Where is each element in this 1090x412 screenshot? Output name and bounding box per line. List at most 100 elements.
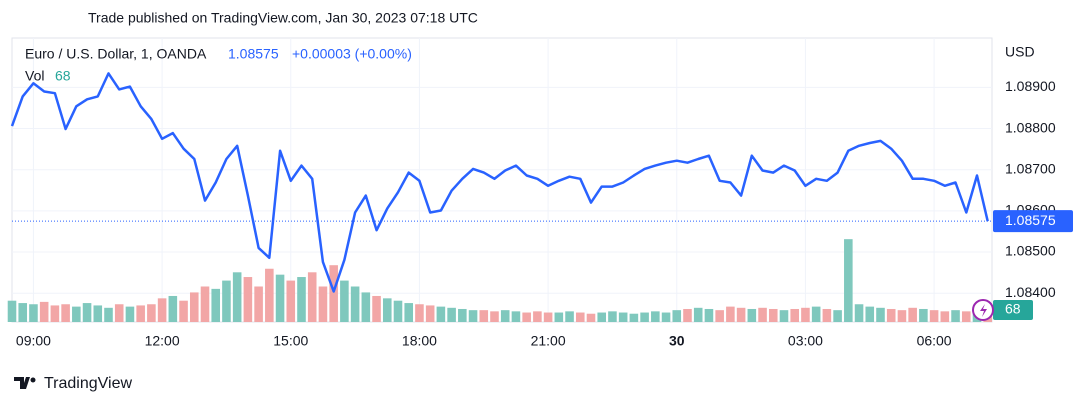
x-tick-label: 18:00 <box>402 333 437 349</box>
published: Trade published on TradingView.com, Jan … <box>88 10 478 26</box>
volume-bar <box>275 274 285 322</box>
y-tick-label: 1.08700 <box>1005 160 1056 176</box>
volume-bar <box>779 310 789 322</box>
volume-bar <box>554 312 564 322</box>
volume-bar <box>179 300 188 322</box>
volume-bar <box>211 288 221 322</box>
volume-bar <box>693 307 703 322</box>
vol-box <box>993 299 1033 320</box>
volume-bar <box>736 307 746 322</box>
volume-bar <box>822 308 832 322</box>
volume-bar <box>297 277 306 322</box>
volume-bar <box>458 308 467 322</box>
volume-bar <box>189 292 199 322</box>
volume-bar <box>72 306 81 322</box>
y-tick-label: 1.08400 <box>1005 284 1056 300</box>
volume-bar <box>651 311 660 322</box>
volume-bar <box>897 310 907 322</box>
volume-bar <box>865 306 875 322</box>
y-tick-label: 1.08900 <box>1005 78 1056 94</box>
volume-bar <box>747 308 757 322</box>
volume-bar <box>565 311 574 322</box>
currency: USD <box>1005 44 1035 60</box>
volume-bar <box>50 305 60 322</box>
vol-value: 68 <box>55 68 71 84</box>
volume-bar <box>661 312 671 322</box>
volume-bar <box>232 272 242 322</box>
change: +0.00003 (+0.00%) <box>292 46 412 62</box>
volume-bar <box>104 307 113 322</box>
last-price-label: 1.08575 <box>1005 212 1056 228</box>
volume-bar <box>447 307 456 322</box>
volume-bar <box>758 307 767 322</box>
volume-bar <box>200 286 210 322</box>
volume-bar <box>136 305 145 322</box>
volume-bar <box>254 286 263 322</box>
legend-price: 1.08575 <box>228 46 279 62</box>
volume-bar <box>640 312 649 322</box>
volume-bar <box>500 310 510 322</box>
x-tick-label: 12:00 <box>145 333 180 349</box>
volume-bar <box>168 295 178 322</box>
volume-bar <box>307 272 317 322</box>
volume-bar <box>618 312 628 322</box>
volume-bar <box>93 305 103 322</box>
volume-bar <box>265 268 274 322</box>
volume-bar <box>629 313 639 322</box>
volume-bar <box>350 286 360 322</box>
y-tick-label: 1.08500 <box>1005 243 1056 259</box>
volume-bar <box>157 298 167 322</box>
volume-bar <box>125 306 135 322</box>
volume-bar <box>597 312 607 322</box>
volume-bar <box>372 295 381 322</box>
volume-bar <box>511 311 521 322</box>
volume-bar <box>586 313 596 322</box>
volume-bar <box>672 310 682 322</box>
volume-bar <box>468 310 478 322</box>
volume-bar <box>726 306 735 322</box>
volume-bar <box>940 311 950 322</box>
volume-bar <box>404 303 414 322</box>
volume-bar <box>490 311 499 322</box>
volume-bar <box>114 304 124 322</box>
volume-bar <box>919 308 928 322</box>
event-bolt <box>980 303 987 317</box>
volume-bar <box>243 277 253 322</box>
x-tick-label: 21:00 <box>531 333 566 349</box>
volume-bar <box>522 312 531 322</box>
volume-bar <box>425 305 435 322</box>
x-tick-label: 03:00 <box>788 333 823 349</box>
volume-bar <box>286 280 296 322</box>
volume-bar <box>854 304 864 322</box>
volume-bar <box>811 306 821 322</box>
volume-bar <box>833 310 842 322</box>
volume-bar <box>329 265 338 322</box>
volume-bar <box>575 312 585 322</box>
volume-bar <box>844 239 853 322</box>
logo <box>14 377 36 389</box>
volume-bar <box>7 300 17 322</box>
volume-bar <box>340 280 349 322</box>
brand: TradingView <box>44 375 132 392</box>
volume-bar <box>222 280 231 322</box>
volume-bar <box>543 312 553 322</box>
y-tick-label: 1.08800 <box>1005 119 1056 135</box>
volume-bar <box>361 292 371 322</box>
volume-bar <box>382 298 392 322</box>
volume-bar <box>29 304 38 322</box>
x-tick-label: 15:00 <box>273 333 308 349</box>
volume-bar <box>436 306 446 322</box>
volume-bar <box>704 308 714 322</box>
volume-bar <box>415 304 424 322</box>
volume-bar <box>683 308 692 322</box>
x-tick-label: 06:00 <box>917 333 952 349</box>
symbol: Euro / U.S. Dollar, 1, OANDA <box>25 46 207 62</box>
volume-bar <box>715 310 724 322</box>
volume-bar <box>147 304 156 322</box>
volume-bar <box>61 304 70 322</box>
volume-bar <box>929 310 939 322</box>
x-tick-label: 09:00 <box>16 333 51 349</box>
volume-bar <box>876 307 885 322</box>
volume-bar <box>908 307 917 322</box>
